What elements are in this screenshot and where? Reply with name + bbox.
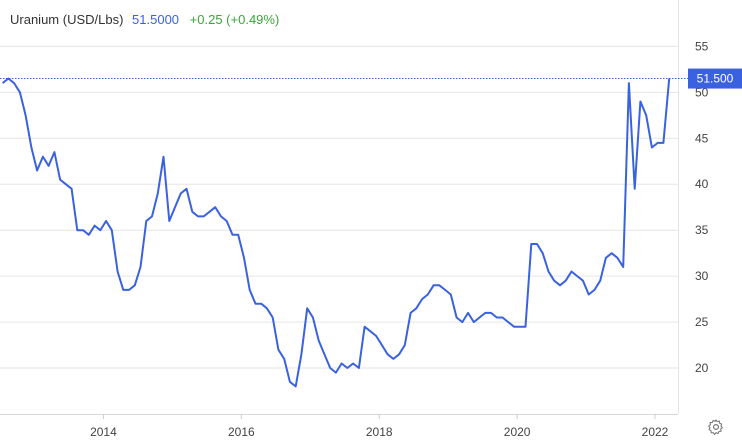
x-tick-label: 2022 [642,425,669,439]
last-price-badge: 51.500 [688,68,742,89]
current-price: 51.5000 [132,12,180,27]
x-axis: 2014 2016 2018 2020 2022 [90,414,669,439]
y-axis: 20 25 30 35 40 45 50 55 [695,39,709,375]
y-tick-label: 55 [695,39,709,53]
last-price-badge-bg [688,68,742,89]
x-tick-label: 2020 [504,425,531,439]
y-tick-label: 25 [695,315,709,329]
grid [0,0,679,415]
last-price-badge-label: 51.500 [697,72,734,86]
instrument-name: Uranium (USD/Lbs) [10,12,124,27]
gear-icon[interactable] [707,418,725,436]
y-tick-label: 30 [695,269,709,283]
y-tick-label: 20 [695,361,709,375]
x-tick-label: 2016 [228,425,255,439]
y-tick-label: 35 [695,223,709,237]
y-tick-label: 45 [695,131,709,145]
quote-header: Uranium (USD/Lbs) 51.5000 +0.25 (+0.49%) [10,12,279,27]
y-tick-label: 50 [695,85,709,99]
uranium-price-line [1,77,671,388]
y-tick-label: 40 [695,177,709,191]
price-change: +0.25 (+0.49%) [189,12,280,27]
x-tick-label: 2018 [366,425,393,439]
x-tick-label: 2014 [90,425,117,439]
